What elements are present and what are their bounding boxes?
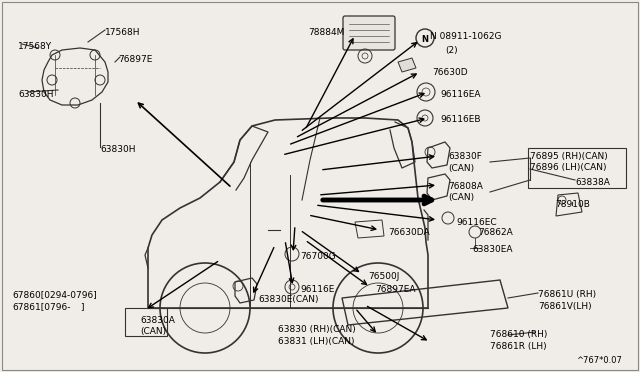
Text: (CAN): (CAN) <box>448 164 474 173</box>
Text: N 08911-1062G: N 08911-1062G <box>430 32 502 41</box>
Text: 63830H: 63830H <box>18 90 54 99</box>
Text: (CAN): (CAN) <box>448 193 474 202</box>
Text: 76808A: 76808A <box>448 182 483 191</box>
Text: 78910B: 78910B <box>555 200 590 209</box>
Text: 76630D: 76630D <box>432 68 468 77</box>
Text: 96116E: 96116E <box>300 285 334 294</box>
Text: 76630DA: 76630DA <box>388 228 429 237</box>
Polygon shape <box>398 58 416 72</box>
Text: 63830 (RH)(CAN): 63830 (RH)(CAN) <box>278 325 356 334</box>
Bar <box>125 308 167 336</box>
Text: 76861U (RH): 76861U (RH) <box>538 290 596 299</box>
Text: 76862A: 76862A <box>478 228 513 237</box>
Text: 76500J: 76500J <box>368 272 399 281</box>
Text: 63831 (LH)(CAN): 63831 (LH)(CAN) <box>278 337 355 346</box>
Text: 76861R (LH): 76861R (LH) <box>490 342 547 351</box>
Text: 76861V(LH): 76861V(LH) <box>538 302 591 311</box>
Text: 67861[0796-: 67861[0796- <box>12 302 70 311</box>
Bar <box>528 148 626 188</box>
Text: (CAN): (CAN) <box>140 327 166 336</box>
Text: 76897EA: 76897EA <box>375 285 415 294</box>
FancyBboxPatch shape <box>343 16 395 50</box>
Text: 63830E(CAN): 63830E(CAN) <box>258 295 319 304</box>
Text: 96116EC: 96116EC <box>456 218 497 227</box>
Text: 17568H: 17568H <box>105 28 141 37</box>
Text: ^767*0.07: ^767*0.07 <box>576 356 622 365</box>
Text: 63838A: 63838A <box>575 178 610 187</box>
Text: 63830A: 63830A <box>140 316 175 325</box>
Text: 96116EB: 96116EB <box>440 115 481 124</box>
Text: 63830H: 63830H <box>100 145 136 154</box>
Text: 96116EA: 96116EA <box>440 90 481 99</box>
Text: ]: ] <box>80 302 83 311</box>
Text: 17568Y: 17568Y <box>18 42 52 51</box>
Text: 76897E: 76897E <box>118 55 152 64</box>
Text: 768610 (RH): 768610 (RH) <box>490 330 547 339</box>
Text: 76896 (LH)(CAN): 76896 (LH)(CAN) <box>530 163 607 172</box>
Text: (2): (2) <box>445 46 458 55</box>
Text: N: N <box>422 35 429 44</box>
Text: 76700G: 76700G <box>300 252 336 261</box>
Text: 63830EA: 63830EA <box>472 245 513 254</box>
Text: 63830F: 63830F <box>448 152 482 161</box>
Text: 67860[0294-0796]: 67860[0294-0796] <box>12 290 97 299</box>
Text: 78884M: 78884M <box>308 28 344 37</box>
Text: 76895 (RH)(CAN): 76895 (RH)(CAN) <box>530 152 608 161</box>
